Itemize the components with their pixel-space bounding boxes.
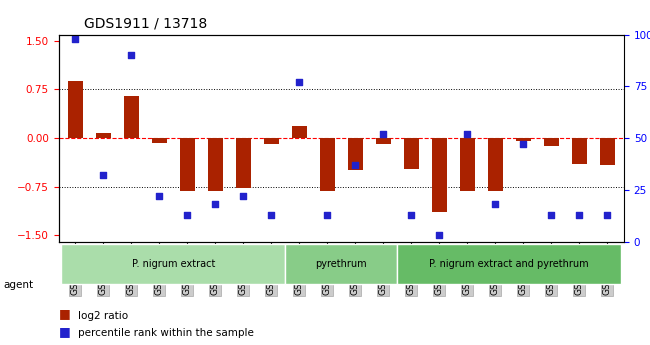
Text: agent: agent xyxy=(3,280,33,289)
Bar xyxy=(515,138,531,141)
Point xyxy=(70,36,81,41)
Bar xyxy=(124,96,139,138)
Point xyxy=(154,193,164,199)
Text: ■: ■ xyxy=(58,325,70,338)
Text: ■: ■ xyxy=(58,307,70,321)
Bar xyxy=(599,138,615,165)
Point xyxy=(602,212,612,217)
FancyBboxPatch shape xyxy=(397,244,621,284)
Point xyxy=(490,201,501,207)
Bar xyxy=(543,138,559,146)
Bar xyxy=(235,138,251,188)
FancyBboxPatch shape xyxy=(285,244,397,284)
Bar xyxy=(432,138,447,213)
Point xyxy=(546,212,556,217)
Bar xyxy=(292,126,307,138)
Text: P. nigrum extract and pyrethrum: P. nigrum extract and pyrethrum xyxy=(430,259,589,269)
FancyBboxPatch shape xyxy=(61,244,285,284)
Text: pyrethrum: pyrethrum xyxy=(315,259,367,269)
Text: log2 ratio: log2 ratio xyxy=(78,311,128,321)
Text: GDS1911 / 13718: GDS1911 / 13718 xyxy=(84,17,208,31)
Point xyxy=(294,79,304,85)
Point xyxy=(434,233,445,238)
Bar xyxy=(207,138,223,191)
Point xyxy=(266,212,276,217)
Point xyxy=(574,212,584,217)
Bar xyxy=(179,138,195,191)
Bar xyxy=(151,138,167,143)
Point xyxy=(518,141,528,147)
Text: percentile rank within the sample: percentile rank within the sample xyxy=(78,328,254,338)
Bar xyxy=(348,138,363,170)
Bar xyxy=(460,138,475,191)
Point xyxy=(210,201,220,207)
Text: P. nigrum extract: P. nigrum extract xyxy=(131,259,215,269)
Bar xyxy=(320,138,335,191)
Point xyxy=(462,131,473,137)
Bar xyxy=(571,138,587,164)
Bar xyxy=(96,134,111,138)
Point xyxy=(126,52,136,58)
Point xyxy=(350,162,361,168)
Point xyxy=(322,212,332,217)
Point xyxy=(406,212,417,217)
Bar xyxy=(404,138,419,169)
Bar xyxy=(68,81,83,138)
Bar xyxy=(488,138,503,191)
Bar xyxy=(263,138,279,145)
Point xyxy=(98,172,109,178)
Point xyxy=(238,193,248,199)
Bar xyxy=(376,138,391,145)
Point xyxy=(182,212,192,217)
Point xyxy=(378,131,389,137)
